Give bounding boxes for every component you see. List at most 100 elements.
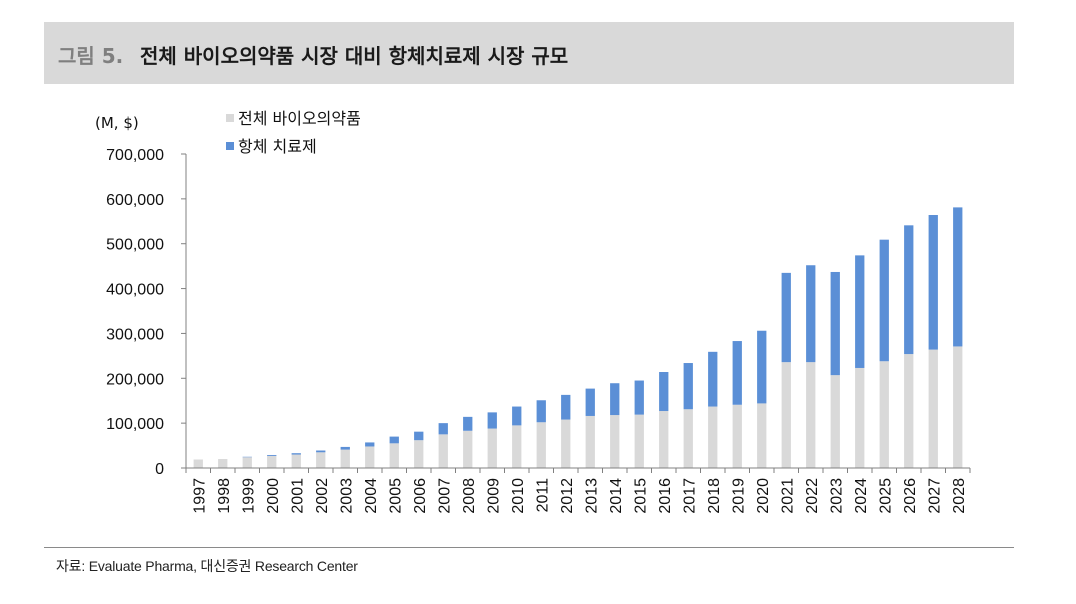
bar-total-biopharma [463, 430, 473, 468]
legend-label-total: 전체 바이오의약품 [238, 109, 361, 128]
bar-total-biopharma [389, 443, 399, 468]
bar-antibody [708, 351, 718, 407]
x-tick-label: 1998 [216, 478, 233, 514]
x-tick-label: 2000 [265, 478, 282, 514]
x-tick-label: 1997 [191, 478, 208, 514]
bar-antibody [438, 423, 448, 435]
bar-total-biopharma [340, 449, 350, 468]
x-tick-label: 2016 [657, 478, 674, 514]
bar-antibody [830, 271, 840, 376]
figure-label: 그림 5. [58, 44, 124, 68]
y-tick-label: 600,000 [106, 192, 164, 209]
legend-swatch-total [226, 114, 234, 122]
bar-antibody [855, 255, 865, 368]
y-tick-label: 100,000 [106, 416, 164, 433]
y-tick-label: 500,000 [106, 237, 164, 254]
title-bar: 그림 5. 전체 바이오의약품 시장 대비 항체치료제 시장 규모 [44, 22, 1014, 84]
bar-antibody [659, 372, 669, 412]
x-tick-label: 2009 [485, 478, 502, 514]
bar-antibody [561, 394, 571, 420]
bar-antibody [610, 383, 620, 416]
bar-antibody [536, 400, 546, 423]
bar-total-biopharma [193, 459, 203, 468]
x-tick-label: 2018 [706, 478, 723, 514]
x-tick-label: 2019 [730, 478, 747, 514]
y-axis: 0 100,000 200,000 300,000 400,000 500,000 600,… [106, 147, 187, 478]
x-tick-label: 2028 [951, 478, 968, 514]
x-tick-label: 2010 [510, 478, 527, 514]
source-divider [44, 547, 1014, 548]
bar-antibody [316, 450, 326, 453]
x-tick-label: 2008 [461, 478, 478, 514]
x-tick-label: 2020 [755, 478, 772, 514]
bar-total-biopharma [708, 406, 718, 468]
stacked-bar-chart: 0 100,000 200,000 300,000 400,000 500,000 600,… [95, 109, 971, 514]
x-tick-label: 2004 [363, 478, 380, 514]
y-unit-label: (M, $) [95, 114, 139, 132]
bar-total-biopharma [414, 440, 424, 468]
bar-total-biopharma [757, 403, 767, 468]
y-tick-label: 400,000 [106, 282, 164, 299]
bar-total-biopharma [365, 446, 375, 468]
bar-total-biopharma [585, 415, 595, 468]
legend-label-antibody: 항체 치료제 [238, 137, 317, 156]
x-tick-label: 2024 [853, 478, 870, 514]
bar-antibody [291, 453, 301, 455]
bar-antibody [512, 406, 522, 426]
bar-antibody [953, 207, 963, 347]
bar-total-biopharma [732, 404, 742, 468]
bar-antibody [414, 431, 424, 441]
y-tick-label: 300,000 [106, 326, 164, 343]
x-tick-label: 2026 [902, 478, 919, 514]
y-tick-label: 200,000 [106, 371, 164, 388]
bar-total-biopharma [218, 459, 228, 468]
y-tick-label: 0 [155, 461, 164, 478]
x-axis: 1997 1998 1999 2000 2001 2002 2003 2004 2005 2006… [185, 467, 971, 514]
bar-total-biopharma [806, 362, 816, 468]
x-tick-label: 2014 [608, 478, 625, 514]
bar-antibody [879, 239, 889, 362]
bar-total-biopharma [781, 362, 791, 468]
x-tick-label: 2005 [387, 478, 404, 514]
y-tick-label: 700,000 [106, 147, 164, 164]
bar-antibody [683, 363, 693, 410]
bar-total-biopharma [634, 414, 644, 468]
x-tick-label: 1999 [240, 478, 257, 514]
bar-total-biopharma [487, 428, 497, 468]
bar-total-biopharma [683, 409, 693, 468]
x-tick-label: 2027 [926, 478, 943, 514]
bar-total-biopharma [316, 452, 326, 468]
bar-antibody [904, 225, 914, 355]
bar-total-biopharma [536, 422, 546, 468]
chart-title: 전체 바이오의약품 시장 대비 항체치료제 시장 규모 [140, 44, 569, 68]
bar-antibody [928, 215, 938, 350]
x-tick-label: 2015 [632, 478, 649, 514]
bar-total-biopharma [855, 367, 865, 468]
bar-antibody [389, 436, 399, 444]
bar-total-biopharma [904, 354, 914, 468]
x-tick-label: 2006 [412, 478, 429, 514]
bar-total-biopharma [267, 455, 277, 468]
bar-total-biopharma [928, 349, 938, 468]
x-tick-label: 2002 [314, 478, 331, 514]
bar-total-biopharma [879, 361, 889, 468]
x-tick-label: 2013 [583, 478, 600, 514]
x-tick-label: 2007 [436, 478, 453, 514]
bar-antibody [585, 388, 595, 416]
bar-total-biopharma [438, 434, 448, 468]
x-tick-label: 2003 [338, 478, 355, 514]
bar-total-biopharma [830, 375, 840, 468]
bar-antibody [340, 446, 350, 450]
bar-antibody [487, 412, 497, 429]
bar-antibody [267, 454, 277, 456]
bar-total-biopharma [953, 346, 963, 468]
x-tick-label: 2017 [681, 478, 698, 514]
legend: 전체 바이오의약품 항체 치료제 [226, 109, 361, 156]
x-tick-label: 2001 [289, 478, 306, 514]
x-tick-label: 2022 [804, 478, 821, 514]
bar-total-biopharma [610, 415, 620, 468]
bar-total-biopharma [512, 425, 522, 468]
bar-antibody [732, 341, 742, 405]
bar-antibody [463, 416, 473, 431]
x-tick-label: 2023 [828, 478, 845, 514]
